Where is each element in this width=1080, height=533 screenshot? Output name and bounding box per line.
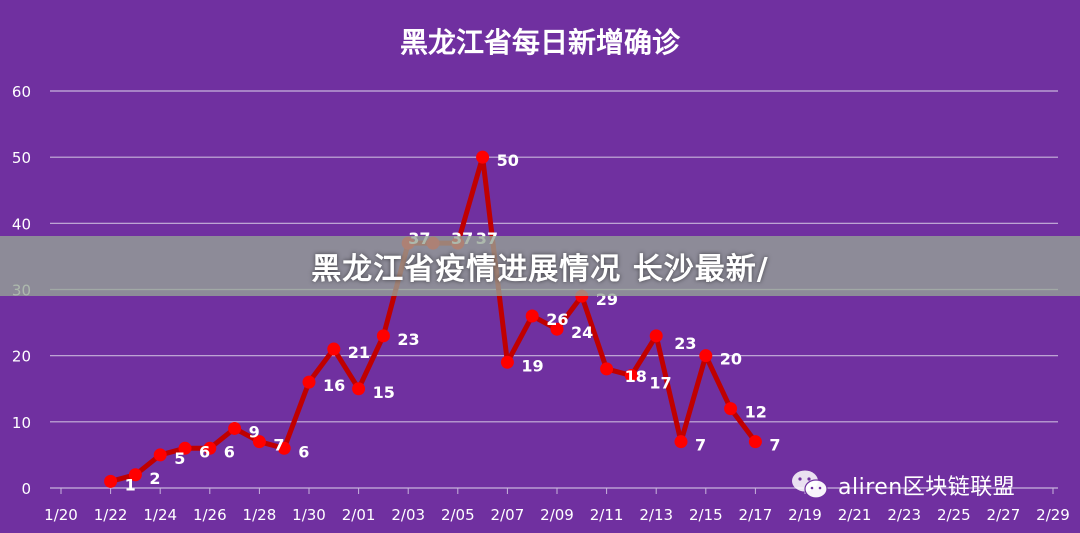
data-label: 17 [649,374,671,393]
x-tick-label: 2/25 [937,506,971,524]
x-tick-label: 1/28 [243,506,277,524]
data-point [624,369,638,383]
data-label: 50 [497,151,519,170]
y-tick-label: 40 [12,215,31,233]
data-point [277,441,291,455]
data-point [153,448,167,462]
data-label: 2 [149,469,160,488]
x-tick-label: 2/13 [639,506,673,524]
chart-title: 黑龙江省每日新增确诊 [400,26,681,59]
data-point [674,435,688,449]
x-tick-label: 2/15 [689,506,723,524]
data-label: 7 [273,436,284,455]
y-tick-label: 50 [12,149,31,167]
data-point [649,329,663,343]
data-point [550,322,564,336]
data-point [600,362,614,376]
data-label: 1 [125,475,136,494]
x-tick-label: 1/24 [143,506,177,524]
data-label: 6 [298,442,309,461]
y-tick-label: 10 [12,414,31,432]
banner-text: 黑龙江省疫情进展情况 长沙最新/ [311,252,769,287]
x-tick-label: 2/21 [838,506,872,524]
x-tick-label: 2/09 [540,506,574,524]
data-label: 7 [769,436,780,455]
data-label: 18 [625,367,647,386]
data-label: 26 [546,310,568,329]
x-tick-label: 1/22 [94,506,128,524]
data-label: 21 [348,343,370,362]
x-tick-label: 2/01 [342,506,376,524]
x-tick-label: 2/27 [987,506,1021,524]
data-label: 7 [695,436,706,455]
x-axis-ticks: 1/20 1/22 1/24 1/26 1/28 1/30 2/01 2/03 2/05 2/07… [44,488,1070,524]
data-label: 5 [174,449,185,468]
data-label: 23 [397,330,419,349]
data-label: 9 [249,422,260,441]
x-tick-label: 1/26 [193,506,227,524]
data-point [302,375,316,389]
data-point [178,441,192,455]
y-tick-label: 60 [12,83,31,101]
data-label: 23 [674,334,696,353]
watermark-text: aliren区块链联盟 [838,475,1016,500]
x-tick-label: 1/20 [44,506,78,524]
data-label: 16 [323,376,345,395]
wechat-icon [792,470,828,499]
series-markers [104,150,762,488]
x-tick-label: 2/19 [788,506,822,524]
y-tick-label: 0 [21,480,31,498]
data-point [252,435,266,449]
data-label: 20 [720,350,742,369]
data-point [104,474,118,488]
overlay-banner: 黑龙江省疫情进展情况 长沙最新/ [0,236,1080,296]
data-labels: 1256697616211523373737501926242918172372… [125,151,781,494]
data-point [376,329,390,343]
data-label: 12 [745,403,767,422]
watermark: aliren区块链联盟 [790,468,1015,502]
data-point [128,468,142,482]
y-tick-label: 20 [12,348,31,366]
series-polyline [108,154,758,484]
data-point [352,382,366,396]
x-tick-label: 2/05 [441,506,475,524]
x-tick-label: 1/30 [292,506,326,524]
data-label: 6 [199,442,210,461]
data-label: 6 [224,442,235,461]
x-tick-label: 2/23 [887,506,921,524]
data-label: 15 [373,383,395,402]
data-point [476,150,490,164]
data-point [500,355,514,369]
data-point [327,342,341,356]
data-point [203,441,217,455]
x-tick-label: 2/17 [739,506,773,524]
x-tick-label: 2/11 [590,506,624,524]
data-label: 19 [521,356,543,375]
x-tick-label: 2/03 [391,506,425,524]
data-point [228,421,242,435]
data-point [699,349,713,363]
series-line [108,154,758,484]
data-point [724,402,738,416]
data-label: 24 [571,323,593,342]
data-point [525,309,539,323]
x-tick-label: 2/29 [1036,506,1070,524]
x-tick-label: 2/07 [491,506,525,524]
data-point [748,435,762,449]
